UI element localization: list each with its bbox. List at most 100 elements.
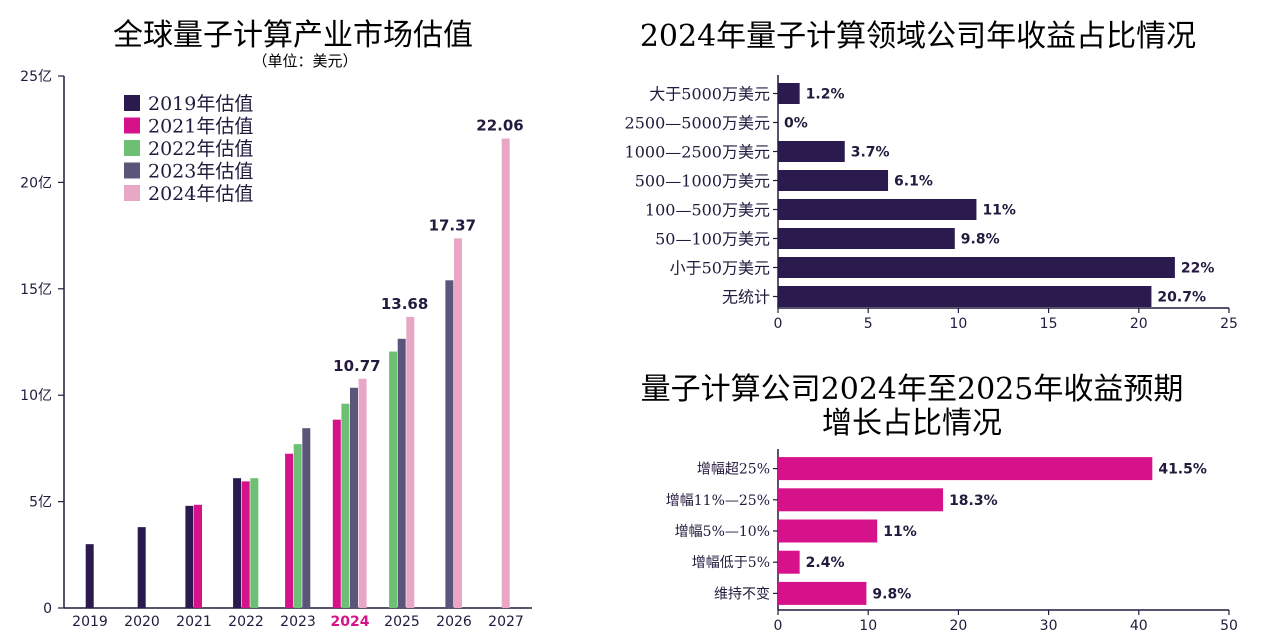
left-bar [185, 505, 194, 608]
tr-bar [778, 228, 955, 249]
left-bar [241, 481, 250, 608]
br-value-label: 41.5% [1158, 462, 1207, 478]
left-y-tick-label: 15亿 [20, 282, 52, 298]
br-bar [778, 457, 1153, 481]
tr-bar [778, 170, 889, 191]
left-legend-swatch [124, 185, 140, 201]
left-data-label: 22.06 [476, 117, 523, 135]
left-x-tick-label: 2025 [384, 614, 420, 630]
left-chart-subtitle: （单位：美元） [252, 52, 357, 70]
left-x-tick-label: 2022 [228, 614, 264, 630]
left-bar [194, 504, 202, 608]
left-bar [406, 316, 415, 608]
br-category-label: 维持不变 [714, 586, 770, 602]
left-bar [350, 387, 358, 608]
left-chart-title: 全球量子计算产业市场估值 [113, 18, 473, 53]
left-x-tick-label: 2019 [72, 614, 108, 630]
br-category-label: 增幅5%—10% [675, 524, 770, 540]
br-bar [778, 519, 878, 543]
left-legend-label: 2021年估值 [148, 116, 253, 138]
left-legend-swatch [124, 117, 140, 134]
top-right-chart-plot: 0 5 10 15 20 25 大于5000万美元 1.2% 2500—5000万美元 0% 100… [625, 75, 1238, 332]
tr-x-tick-label: 5 [864, 316, 873, 332]
left-data-label: 13.68 [381, 295, 428, 313]
left-bar [250, 478, 259, 608]
tr-value-label: 22% [1181, 261, 1215, 277]
left-bar [233, 478, 242, 608]
tr-bar [778, 286, 1152, 307]
bottom-right-chart-plot: 0 10 20 30 40 50 增幅超25% 41.5% 增幅11%—25% 18.3% 增幅5%… [666, 449, 1238, 634]
left-legend-swatch [124, 95, 140, 111]
tr-value-label: 1.2% [806, 87, 845, 103]
left-y-tick-label: 25亿 [20, 69, 52, 85]
left-bar [454, 238, 462, 608]
left-y-tick-label: 10亿 [20, 388, 52, 404]
tr-category-label: 1000—2500万美元 [625, 142, 770, 161]
br-x-tick-label: 10 [859, 618, 877, 634]
tr-category-label: 大于5000万美元 [649, 84, 770, 103]
tr-category-label: 500—1000万美元 [635, 171, 770, 190]
tr-value-label: 6.1% [894, 174, 933, 190]
left-y-tick-label: 0 [43, 601, 52, 617]
left-bar [358, 378, 367, 608]
left-bar [293, 444, 302, 608]
tr-bar [778, 199, 977, 220]
tr-category-label: 100—500万美元 [645, 200, 770, 219]
left-x-tick-label: 2027 [488, 614, 524, 630]
left-y-tick-label: 20亿 [20, 175, 52, 191]
tr-bar [778, 141, 845, 162]
left-data-label: 17.37 [429, 216, 476, 234]
left-bar [137, 527, 146, 608]
bottom-right-chart-title-line2: 增长占比情况 [822, 406, 1002, 441]
br-bar [778, 550, 800, 574]
left-legend-label: 2024年估值 [148, 183, 253, 205]
br-x-tick-label: 0 [774, 618, 783, 634]
br-category-label: 增幅超25% [697, 462, 770, 478]
left-x-tick-label: 2021 [176, 614, 212, 630]
br-value-label: 11% [883, 524, 917, 540]
br-x-tick-label: 30 [1040, 618, 1058, 634]
br-category-label: 增幅11%—25% [666, 493, 770, 509]
tr-category-label: 2500—5000万美元 [625, 113, 770, 132]
tr-value-label: 3.7% [851, 145, 890, 161]
left-bar [389, 351, 398, 608]
br-x-tick-label: 20 [949, 618, 967, 634]
br-bar [778, 581, 867, 605]
tr-value-label: 20.7% [1157, 290, 1206, 306]
tr-bar [778, 83, 800, 104]
left-data-label: 10.77 [333, 357, 380, 375]
bottom-right-chart-title-line1: 量子计算公司2024年至2025年收益预期 [641, 372, 1184, 407]
left-bar [397, 338, 406, 608]
tr-value-label: 11% [982, 203, 1016, 219]
tr-x-tick-label: 25 [1220, 316, 1238, 332]
left-y-tick-label: 5亿 [29, 495, 52, 511]
tr-x-tick-label: 0 [774, 316, 783, 332]
left-x-tick-label: 2020 [124, 614, 160, 630]
left-bar [302, 428, 311, 608]
left-bar [445, 280, 454, 608]
left-legend-swatch [124, 162, 140, 179]
tr-category-label: 50—100万美元 [655, 229, 770, 248]
tr-value-label: 9.8% [961, 232, 1000, 248]
left-bar [285, 453, 294, 608]
left-legend-label: 2023年估值 [148, 161, 253, 183]
left-x-tick-label: 2024 [331, 614, 370, 630]
left-legend-swatch [124, 140, 140, 156]
tr-x-tick-label: 20 [1130, 316, 1148, 332]
tr-category-label: 无统计 [722, 287, 770, 306]
left-bar [341, 403, 350, 608]
tr-x-tick-label: 10 [949, 316, 967, 332]
br-value-label: 18.3% [949, 493, 998, 509]
br-value-label: 9.8% [872, 586, 911, 602]
br-value-label: 2.4% [806, 555, 845, 571]
br-x-tick-label: 40 [1130, 618, 1148, 634]
tr-category-label: 小于50万美元 [670, 258, 770, 277]
left-bar [85, 544, 94, 608]
left-chart-plot: 0 5亿 10亿 15亿 20亿 25亿 2019 2020 2021 2022 2023 2024 2… [20, 69, 532, 630]
tr-x-tick-label: 15 [1040, 316, 1058, 332]
left-legend-label: 2019年估值 [148, 93, 253, 115]
left-legend-label: 2022年估值 [148, 138, 253, 160]
top-right-chart-title: 2024年量子计算领域公司年收益占比情况 [640, 19, 1196, 54]
br-category-label: 增幅低于5% [692, 555, 770, 571]
